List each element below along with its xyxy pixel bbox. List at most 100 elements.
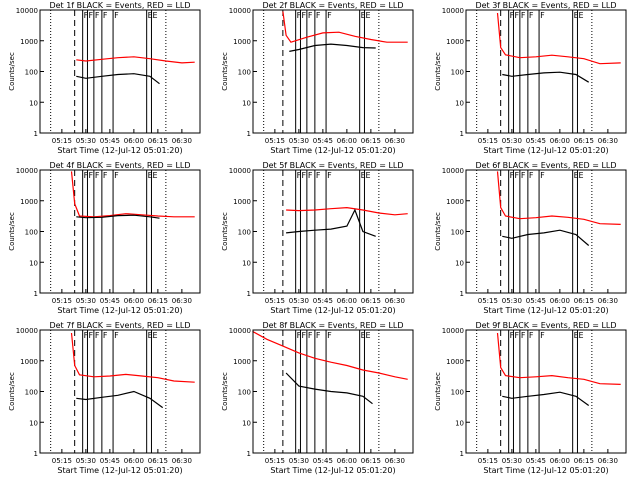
y-tick-label: 1: [34, 130, 38, 138]
y-tick-label: 1: [460, 450, 464, 458]
time-marker-label: F: [297, 171, 302, 180]
plot-frame: [252, 169, 414, 294]
x-tick-label: 06:00: [337, 297, 357, 305]
time-marker-label: F: [327, 331, 332, 340]
y-tick-label: 1000: [20, 198, 38, 206]
series-line-lld: [496, 171, 621, 225]
x-tick-label: 05:15: [52, 137, 72, 145]
time-marker-label: F: [521, 171, 526, 180]
series-line-events: [76, 73, 160, 85]
x-tick-label: 06:30: [598, 297, 618, 305]
time-marker-label: F: [114, 331, 119, 340]
time-marker-label: F: [95, 171, 100, 180]
x-tick-label: 06:30: [172, 137, 192, 145]
time-marker-label: F: [308, 11, 313, 20]
time-marker-label: E: [578, 11, 583, 20]
time-marker-label: F: [529, 171, 534, 180]
time-marker-label: F: [114, 11, 119, 20]
time-marker-label: F: [95, 11, 100, 20]
time-marker-label: E: [152, 11, 157, 20]
x-tick-label: 05:45: [313, 137, 333, 145]
time-marker-label: F: [316, 171, 321, 180]
time-marker-label: E: [361, 171, 366, 180]
series-line-events: [76, 214, 160, 219]
time-marker-label: F: [510, 171, 515, 180]
time-marker-label: E: [148, 171, 153, 180]
x-tick-label: 05:15: [52, 457, 72, 465]
x-axis-label: Start Time (12-Jul-12 05:01:20): [483, 146, 608, 155]
series-line-lld: [76, 56, 195, 64]
series-line-lld: [496, 332, 621, 385]
y-tick-label: 10000: [229, 327, 251, 335]
series-line-events: [289, 43, 376, 52]
time-marker-label: F: [84, 11, 89, 20]
y-tick-label: 1: [34, 290, 38, 298]
plot-frame: [252, 9, 414, 134]
x-tick-label: 05:15: [265, 137, 285, 145]
x-tick-label: 06:00: [124, 297, 144, 305]
x-tick-label: 05:45: [526, 457, 546, 465]
time-marker-label: F: [95, 331, 100, 340]
y-tick-label: 100: [238, 69, 251, 77]
x-tick-label: 05:30: [76, 137, 96, 145]
x-axis-label: Start Time (12-Jul-12 05:01:20): [270, 146, 395, 155]
time-marker-label: E: [574, 331, 579, 340]
y-tick-label: 1: [460, 290, 464, 298]
time-marker-label: E: [365, 11, 370, 20]
series-line-events: [502, 71, 590, 83]
time-marker-label: F: [514, 331, 519, 340]
x-tick-label: 05:15: [52, 297, 72, 305]
time-marker-label: F: [327, 11, 332, 20]
x-axis-label: Start Time (12-Jul-12 05:01:20): [483, 306, 608, 315]
series-line-events: [502, 391, 590, 406]
y-tick-label: 1000: [20, 358, 38, 366]
time-marker-label: F: [301, 11, 306, 20]
y-tick-label: 1000: [20, 38, 38, 46]
y-tick-label: 100: [451, 389, 464, 397]
plot-frame: [465, 169, 627, 294]
plot-frame: [465, 329, 627, 454]
time-marker-label: F: [297, 331, 302, 340]
time-marker-label: E: [574, 11, 579, 20]
y-tick-label: 100: [25, 229, 38, 237]
series-line-lld: [496, 12, 621, 65]
x-tick-label: 06:00: [337, 457, 357, 465]
x-tick-label: 06:30: [598, 137, 618, 145]
time-marker-label: F: [103, 171, 108, 180]
time-marker-label: F: [88, 171, 93, 180]
x-tick-label: 05:15: [478, 137, 498, 145]
time-marker-label: F: [521, 331, 526, 340]
y-tick-label: 100: [25, 389, 38, 397]
y-tick-label: 1: [247, 130, 251, 138]
time-marker-label: E: [574, 171, 579, 180]
y-axis-label: Counts/sec: [221, 372, 229, 411]
time-marker-label: F: [84, 171, 89, 180]
y-tick-label: 1000: [446, 198, 464, 206]
time-marker-label: F: [529, 331, 534, 340]
chart-title: Det 5f BLACK = Events, RED = LLD: [262, 161, 403, 170]
y-tick-label: 10: [455, 419, 464, 427]
y-axis-label: Counts/sec: [434, 52, 442, 91]
x-tick-label: 06:15: [574, 297, 594, 305]
y-tick-label: 100: [25, 69, 38, 77]
x-axis-label: Start Time (12-Jul-12 05:01:20): [270, 306, 395, 315]
time-marker-label: F: [114, 171, 119, 180]
y-tick-label: 1: [460, 130, 464, 138]
x-tick-label: 05:30: [502, 457, 522, 465]
time-marker-label: F: [521, 11, 526, 20]
y-tick-label: 10: [242, 259, 251, 267]
y-tick-label: 1: [247, 450, 251, 458]
chart-title: Det 9f BLACK = Events, RED = LLD: [475, 321, 616, 330]
y-tick-label: 1000: [233, 198, 251, 206]
time-marker-label: F: [308, 331, 313, 340]
y-tick-label: 1000: [446, 38, 464, 46]
time-marker-label: E: [365, 171, 370, 180]
time-marker-label: F: [514, 171, 519, 180]
time-marker-label: E: [148, 11, 153, 20]
y-tick-label: 10: [29, 259, 38, 267]
x-tick-label: 06:00: [550, 457, 570, 465]
y-tick-label: 10000: [229, 7, 251, 15]
